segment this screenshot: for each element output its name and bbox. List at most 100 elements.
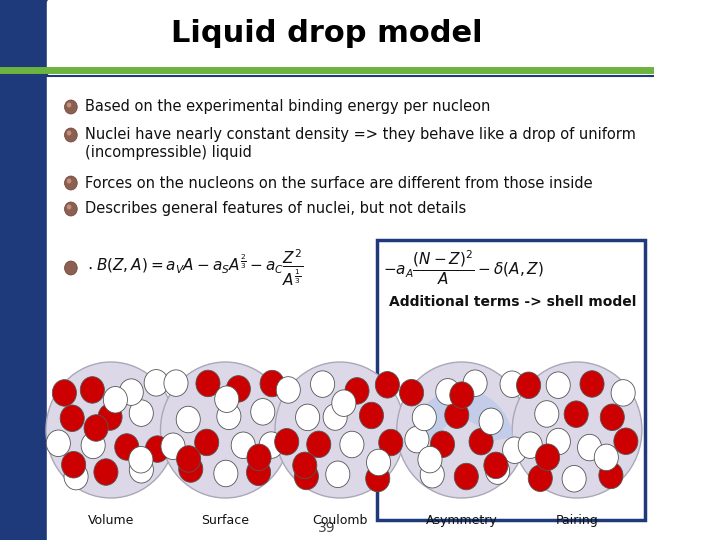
Circle shape (359, 402, 384, 429)
Circle shape (194, 429, 219, 456)
Circle shape (332, 390, 356, 416)
Text: $\cdot$: $\cdot$ (87, 259, 93, 277)
Circle shape (445, 402, 469, 428)
Circle shape (46, 430, 71, 456)
Ellipse shape (397, 362, 526, 498)
Circle shape (405, 426, 429, 453)
Circle shape (293, 452, 317, 478)
Circle shape (65, 176, 77, 190)
Circle shape (260, 370, 284, 397)
Circle shape (251, 399, 275, 425)
Circle shape (231, 432, 256, 458)
Text: Additional terms -> shell model: Additional terms -> shell model (389, 295, 636, 309)
Circle shape (274, 429, 299, 455)
Circle shape (535, 401, 559, 427)
Circle shape (215, 386, 239, 413)
Circle shape (400, 380, 423, 406)
Circle shape (564, 401, 588, 428)
Circle shape (145, 436, 169, 462)
Circle shape (413, 404, 436, 431)
Circle shape (81, 432, 105, 458)
Circle shape (375, 372, 400, 398)
Circle shape (418, 447, 442, 473)
Circle shape (296, 404, 320, 430)
Text: Forces on the nucleons on the surface are different from those inside: Forces on the nucleons on the surface ar… (86, 176, 593, 191)
Circle shape (454, 463, 478, 490)
Circle shape (310, 371, 335, 397)
Bar (48, 0, 654, 68)
Text: Based on the experimental binding energy per nucleon: Based on the experimental binding energy… (86, 99, 491, 114)
Bar (0, 0, 48, 540)
Circle shape (176, 446, 201, 472)
Circle shape (129, 447, 153, 473)
Circle shape (323, 404, 347, 430)
Circle shape (485, 458, 510, 484)
Circle shape (144, 369, 168, 396)
Bar (377, 240, 645, 520)
Circle shape (463, 370, 487, 396)
Polygon shape (0, 0, 48, 68)
Circle shape (81, 377, 104, 403)
Circle shape (484, 452, 508, 478)
Circle shape (340, 431, 364, 458)
Bar (48, 76, 654, 540)
Text: Asymmetry: Asymmetry (426, 514, 498, 527)
Circle shape (179, 456, 203, 482)
Circle shape (164, 370, 188, 396)
Circle shape (120, 379, 143, 406)
Circle shape (161, 433, 185, 460)
Wedge shape (410, 389, 513, 442)
Circle shape (259, 432, 283, 458)
Text: (incompressible) liquid: (incompressible) liquid (86, 145, 252, 160)
Circle shape (503, 437, 527, 463)
Circle shape (247, 444, 271, 471)
Circle shape (600, 404, 624, 430)
Circle shape (53, 380, 76, 406)
Circle shape (528, 465, 552, 491)
Circle shape (562, 465, 586, 492)
Circle shape (67, 103, 71, 107)
Circle shape (65, 128, 77, 142)
Circle shape (594, 444, 618, 471)
Circle shape (518, 432, 542, 458)
Text: Describes general features of nuclei, but not details: Describes general features of nuclei, bu… (86, 201, 467, 217)
Circle shape (436, 379, 460, 405)
Circle shape (599, 462, 623, 489)
Circle shape (546, 372, 570, 399)
Circle shape (176, 406, 200, 433)
Circle shape (345, 377, 369, 404)
Circle shape (226, 376, 251, 402)
Circle shape (500, 371, 524, 397)
Circle shape (65, 202, 77, 216)
Circle shape (130, 456, 153, 483)
Circle shape (246, 459, 271, 485)
Circle shape (431, 431, 454, 457)
Circle shape (98, 404, 122, 430)
Ellipse shape (275, 362, 405, 498)
Circle shape (214, 460, 238, 487)
Circle shape (580, 370, 604, 397)
Circle shape (217, 403, 241, 430)
Circle shape (420, 462, 444, 488)
Text: Liquid drop model: Liquid drop model (171, 19, 483, 49)
Circle shape (546, 428, 570, 455)
Circle shape (67, 131, 71, 136)
Text: $B(Z,A) = a_V A - a_S A^{\frac{2}{3}} - a_C \dfrac{Z^2}{A^{\frac{1}{3}}}$: $B(Z,A) = a_V A - a_S A^{\frac{2}{3}} - … (96, 248, 304, 288)
Circle shape (65, 100, 77, 114)
Ellipse shape (46, 362, 176, 498)
Circle shape (577, 434, 602, 461)
Circle shape (366, 449, 391, 476)
Circle shape (294, 463, 318, 490)
Ellipse shape (161, 362, 290, 498)
Circle shape (614, 428, 638, 455)
Circle shape (469, 428, 493, 455)
Circle shape (276, 377, 300, 403)
Text: $- a_A \dfrac{(N-Z)^2}{A} - \delta(A,Z)$: $- a_A \dfrac{(N-Z)^2}{A} - \delta(A,Z)$ (384, 249, 544, 287)
Circle shape (479, 408, 503, 435)
Circle shape (65, 261, 77, 275)
Circle shape (114, 434, 139, 460)
Text: Nuclei have nearly constant density => they behave like a drop of uniform: Nuclei have nearly constant density => t… (86, 127, 636, 143)
Circle shape (67, 205, 71, 210)
Circle shape (64, 463, 88, 490)
Circle shape (60, 405, 84, 431)
